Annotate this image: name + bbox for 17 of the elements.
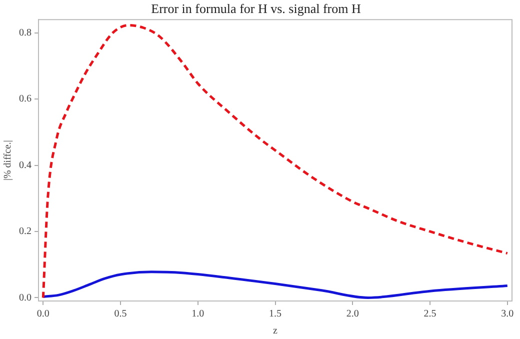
x-tick-label: 1.0 <box>192 308 204 320</box>
x-axis-title: z <box>273 326 278 337</box>
y-tick-label: 0.8 <box>19 27 32 38</box>
line-series <box>42 270 509 299</box>
chart-title: Error in formula for H vs. signal from H <box>151 1 361 16</box>
x-tick-label: 2.0 <box>346 308 359 320</box>
x-tick-label: 0.5 <box>114 308 127 320</box>
x-tick-label: 1.5 <box>269 308 282 320</box>
y-axis-title: |% diffce.| <box>2 140 14 181</box>
x-tick-label: 0.0 <box>36 308 50 320</box>
y-tick-label: 0.4 <box>19 160 32 171</box>
line-series <box>42 24 509 299</box>
y-tick-label: 0.2 <box>19 226 32 238</box>
x-tick-label: 3.0 <box>501 308 514 320</box>
y-tick-label: 0.0 <box>19 292 32 304</box>
x-tick-label: 2.5 <box>424 308 436 320</box>
y-tick-label: 0.6 <box>19 94 32 105</box>
